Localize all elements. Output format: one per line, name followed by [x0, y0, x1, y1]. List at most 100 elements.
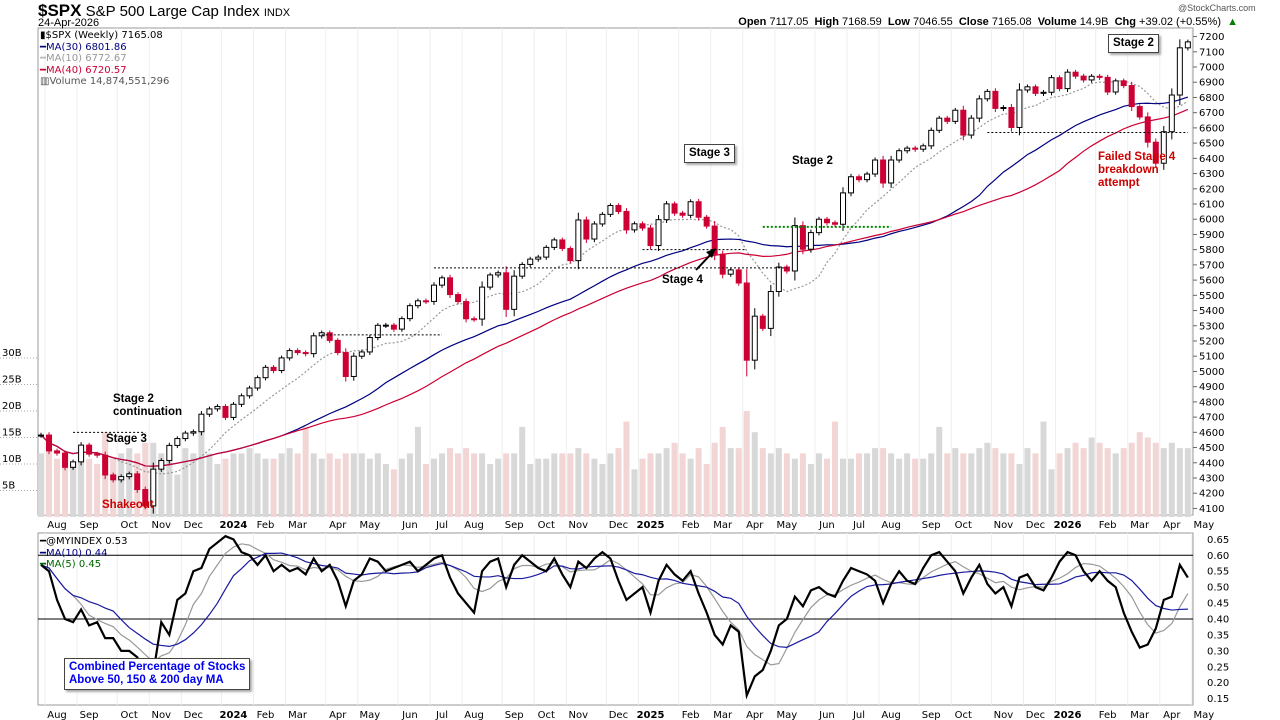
indicator-tick-label: 0.55: [1207, 567, 1229, 578]
x-tick-label: May: [1194, 520, 1215, 531]
volume-bar: [1064, 448, 1071, 517]
candle-body: [278, 357, 285, 372]
candle-body: [535, 256, 542, 260]
x-tick-label: Feb: [257, 520, 275, 531]
candle-body: [1160, 131, 1167, 164]
x-tick-label-lower: 2025: [637, 710, 665, 720]
ohlc-readout: Open 7117.05 High 7168.59 Low 7046.55 Cl…: [738, 16, 1238, 28]
legend-volume: ▥Volume 14,874,551,296: [40, 76, 170, 87]
volume-bar: [503, 453, 510, 517]
volume-bar: [639, 458, 646, 517]
x-tick-label-lower: Sep: [505, 710, 524, 720]
candle-body: [607, 205, 614, 215]
candle-body: [447, 277, 454, 296]
candle-body: [134, 473, 141, 491]
indicator-tick-label: 0.45: [1207, 599, 1229, 610]
volume-bar: [222, 458, 229, 517]
candle-body: [599, 213, 606, 225]
candle-body: [222, 405, 229, 418]
volume-bar: [286, 448, 293, 517]
candle-body: [631, 223, 638, 231]
candle-body: [414, 300, 421, 307]
lower-legend: ━@MYINDEX 0.53 ━MA(10) 0.44 ━MA(5) 0.45: [40, 536, 128, 571]
volume-bar: [751, 432, 758, 517]
volume-bar: [78, 448, 85, 517]
x-tick-label-lower: Mar: [713, 710, 733, 720]
y-tick-label: 4100: [1199, 504, 1224, 515]
candle-body: [992, 90, 999, 109]
volume-bar: [62, 453, 69, 517]
x-tick-label-lower: Feb: [1099, 710, 1117, 720]
candle-body: [62, 452, 69, 468]
candle-body: [1144, 116, 1151, 143]
candle-body: [310, 335, 317, 355]
candle-body: [1032, 86, 1039, 94]
candle-body: [655, 219, 662, 247]
volume-bar: [880, 448, 887, 517]
candle-body: [1008, 106, 1015, 128]
x-tick-label: Sep: [80, 520, 99, 531]
candle-body: [719, 253, 726, 275]
volume-bar: [182, 448, 189, 517]
y-tick-label: 4600: [1199, 428, 1224, 439]
candle-body: [920, 145, 927, 150]
volume-tick-label: 20B: [2, 401, 22, 412]
indicator-line: [40, 534, 1189, 700]
candle-body: [487, 274, 494, 288]
x-tick-label-lower: Jul: [852, 710, 865, 720]
candle-body: [831, 222, 838, 225]
volume-bar: [856, 453, 863, 517]
x-tick-label-lower: Jun: [401, 710, 418, 720]
candle-body: [751, 315, 758, 361]
candle-body: [254, 377, 261, 389]
indicator-description: Combined Percentage of Stocks Above 50, 1…: [64, 658, 251, 690]
candle-body: [479, 286, 486, 320]
volume-bar: [727, 448, 734, 517]
volume-bar: [1128, 442, 1135, 517]
volume-bar: [1088, 437, 1095, 517]
candle-body: [1088, 75, 1095, 81]
volume-tick-label: 25B: [2, 375, 22, 386]
candle-body: [1152, 141, 1159, 164]
candle-body: [382, 324, 389, 327]
candle-body: [142, 489, 149, 507]
volume-bar: [198, 426, 205, 517]
candle-body: [904, 147, 911, 152]
bar-chart-icon: ▥: [40, 76, 50, 87]
volume-bar: [1008, 453, 1015, 517]
x-tick-label: Dec: [609, 520, 628, 531]
volume-bar: [318, 458, 325, 517]
volume-bar: [382, 464, 389, 517]
volume-bar: [374, 453, 381, 517]
y-tick-label: 7000: [1199, 63, 1224, 74]
candle-body: [559, 239, 566, 249]
volume-bar: [607, 453, 614, 517]
x-tick-label-lower: May: [1194, 710, 1215, 720]
candle-body: [270, 366, 277, 372]
candle-body: [38, 434, 44, 437]
candle-body: [527, 258, 534, 265]
x-tick-label: Apr: [1163, 520, 1181, 531]
candle-body: [912, 147, 919, 150]
candle-body: [1064, 71, 1071, 90]
volume-bar: [439, 453, 445, 517]
x-tick-label-lower: Oct: [538, 710, 555, 720]
volume-bar: [479, 453, 486, 517]
candle-body: [543, 246, 550, 258]
x-tick-label-lower: Aug: [47, 710, 67, 720]
candle-body: [126, 473, 133, 478]
volume-bar: [262, 458, 269, 517]
x-tick-label: Nov: [994, 520, 1014, 531]
volume-bar: [430, 458, 437, 517]
indicator-tick-label: 0.60: [1207, 551, 1229, 562]
x-tick-label: Aug: [881, 520, 901, 531]
x-tick-label: Oct: [121, 520, 138, 531]
volume-bar: [398, 458, 405, 517]
volume-bar: [1120, 448, 1127, 517]
annotation-stage4-2025: Stage 4: [662, 274, 703, 286]
volume-bar: [110, 458, 117, 517]
candle-body: [358, 351, 365, 357]
candle-body: [976, 98, 983, 119]
volume-bar: [166, 458, 173, 517]
date: 24-Apr-2026: [38, 17, 100, 29]
